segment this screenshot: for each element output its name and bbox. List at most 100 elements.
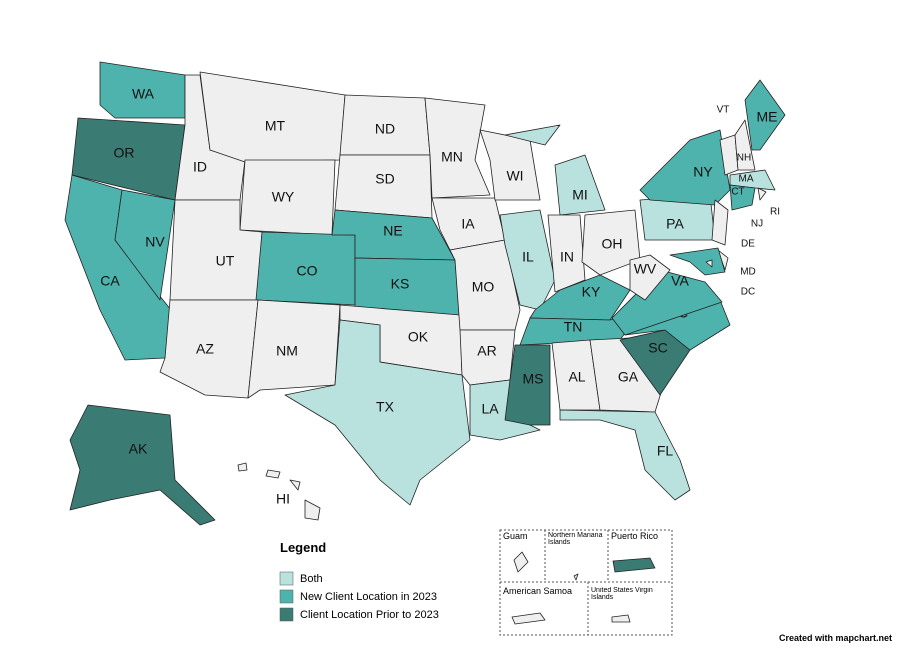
state bbox=[554, 154, 606, 216]
state-label: VA bbox=[671, 273, 689, 289]
state bbox=[304, 499, 321, 521]
state bbox=[99, 61, 186, 119]
legend-label: New Client Location in 2023 bbox=[300, 591, 437, 603]
territory-label: Puerto Rico bbox=[611, 532, 659, 541]
territory-label: American Samoa bbox=[503, 587, 573, 596]
territory-shape bbox=[611, 614, 631, 623]
state-label: DE bbox=[741, 239, 755, 250]
territory-shape bbox=[513, 551, 529, 573]
state-label: OR bbox=[114, 145, 135, 161]
state-label: MI bbox=[572, 187, 588, 203]
state bbox=[559, 409, 691, 501]
state bbox=[711, 199, 729, 246]
state-label: NJ bbox=[751, 219, 763, 230]
state-label: UT bbox=[216, 253, 235, 269]
state bbox=[265, 469, 281, 479]
state-label: AR bbox=[477, 343, 496, 359]
state-label: NM bbox=[276, 343, 298, 359]
state bbox=[504, 344, 551, 426]
state-label: MN bbox=[441, 149, 463, 165]
state-label: OK bbox=[408, 329, 429, 345]
state bbox=[247, 299, 341, 399]
state-label: CT bbox=[731, 187, 744, 198]
state-label: MD bbox=[740, 267, 756, 278]
state-label: VT bbox=[717, 105, 730, 116]
state-label: NV bbox=[145, 234, 165, 250]
state-label: GA bbox=[618, 369, 639, 385]
state-label: MA bbox=[739, 174, 754, 185]
state-label: CA bbox=[100, 273, 120, 289]
state-label: KS bbox=[391, 276, 410, 292]
state bbox=[705, 259, 713, 268]
state-label: SD bbox=[375, 171, 394, 187]
legend-swatch bbox=[279, 571, 294, 586]
state-label: TN bbox=[564, 319, 583, 335]
footer: Created with mapchart.net bbox=[779, 633, 892, 643]
state-label: MS bbox=[523, 371, 544, 387]
state bbox=[669, 247, 726, 276]
state bbox=[581, 209, 641, 276]
territory-shape bbox=[573, 573, 579, 581]
state-label: WA bbox=[132, 86, 155, 102]
state bbox=[757, 187, 767, 201]
state bbox=[729, 169, 776, 191]
state-label: LA bbox=[481, 401, 499, 417]
state bbox=[424, 97, 491, 199]
territory-label-box: Puerto Rico bbox=[611, 532, 659, 541]
state-label: WV bbox=[634, 261, 657, 277]
state-label: WY bbox=[272, 189, 295, 205]
legend-swatch bbox=[279, 607, 294, 622]
territory-shape bbox=[511, 612, 546, 625]
state-label: ME bbox=[757, 109, 778, 125]
state-label: MT bbox=[265, 118, 286, 134]
state-label: ND bbox=[375, 121, 395, 137]
territory-shape bbox=[612, 557, 656, 573]
state-label: CO bbox=[297, 263, 318, 279]
state bbox=[237, 462, 248, 472]
state-label: SC bbox=[648, 340, 667, 356]
state-label: ID bbox=[193, 159, 207, 175]
state-label: FL bbox=[657, 443, 674, 459]
state-label: NH bbox=[737, 153, 751, 164]
territory-label: Guam bbox=[503, 532, 528, 541]
state bbox=[744, 79, 786, 151]
state bbox=[69, 404, 216, 526]
territory-label-box: American Samoa bbox=[503, 587, 573, 596]
state-label: NY bbox=[693, 164, 713, 180]
state-label: NE bbox=[383, 223, 402, 239]
state bbox=[734, 119, 756, 171]
state-label: OH bbox=[602, 236, 623, 252]
state-label: HI bbox=[276, 491, 290, 507]
legend-swatch bbox=[279, 589, 294, 604]
territory-label: United States Virgin Islands bbox=[591, 587, 653, 601]
state-label: IA bbox=[461, 216, 475, 232]
state-label: RI bbox=[770, 207, 780, 218]
legend-title: Legend bbox=[280, 540, 326, 555]
territory-label-box: Northern Mariana Islands bbox=[548, 532, 603, 546]
legend-label: Client Location Prior to 2023 bbox=[300, 609, 439, 621]
state bbox=[589, 337, 666, 413]
state-label: KY bbox=[582, 284, 601, 300]
state-label: IN bbox=[560, 249, 574, 265]
state-label: AL bbox=[568, 369, 585, 385]
state-label: WI bbox=[506, 168, 523, 184]
state bbox=[639, 129, 731, 206]
state-label: MO bbox=[472, 279, 495, 295]
state bbox=[289, 479, 301, 491]
territory-label-box: Guam bbox=[503, 532, 528, 541]
state-label: AZ bbox=[196, 341, 214, 357]
state bbox=[504, 124, 561, 146]
state-label: IL bbox=[522, 249, 534, 265]
territory-label-box: United States Virgin Islands bbox=[591, 587, 653, 601]
legend-label: Both bbox=[300, 573, 323, 585]
state-label: PA bbox=[666, 216, 684, 232]
territory-label: Northern Mariana Islands bbox=[548, 532, 603, 546]
state bbox=[284, 319, 471, 506]
state bbox=[729, 184, 756, 211]
state-label: AK bbox=[129, 441, 148, 457]
state-label: TX bbox=[376, 399, 395, 415]
state bbox=[629, 254, 671, 301]
state-label: DC bbox=[741, 287, 755, 298]
state bbox=[114, 189, 176, 301]
